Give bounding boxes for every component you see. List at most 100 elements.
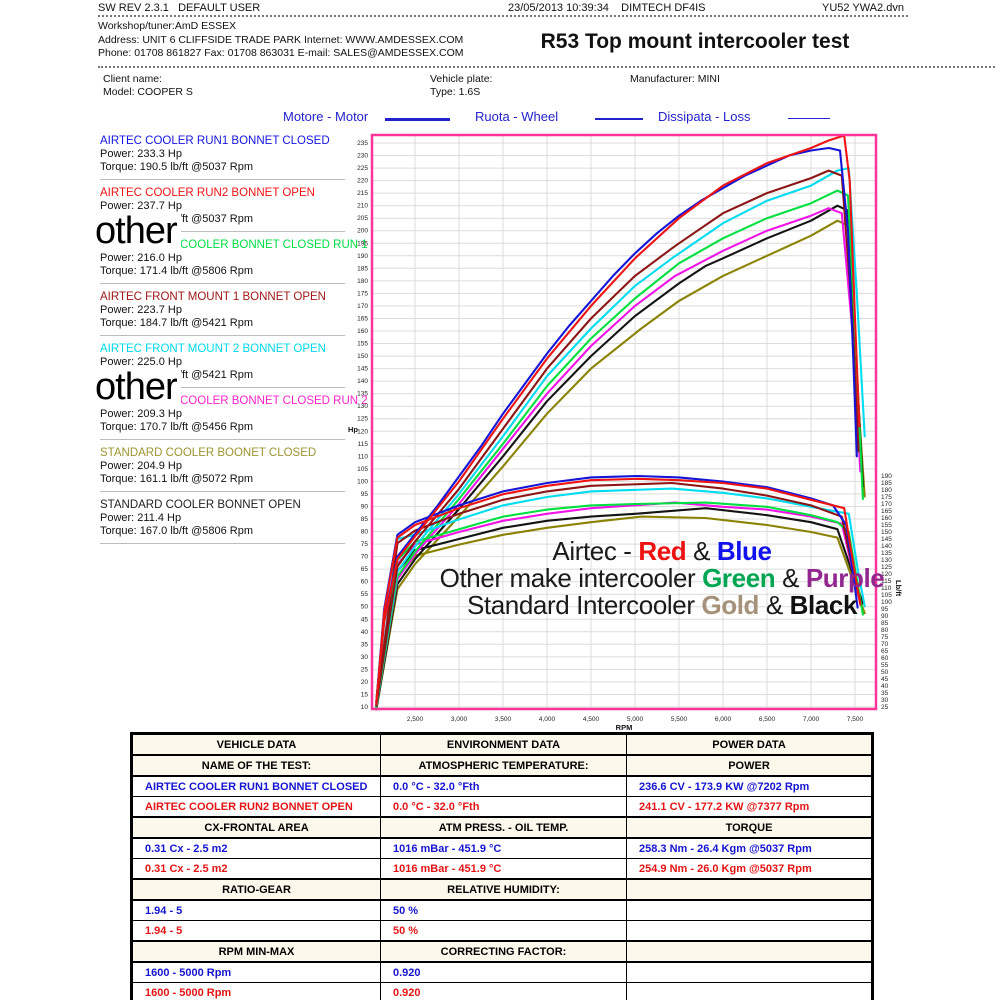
- table-cell: TORQUE: [626, 816, 873, 839]
- client-model: Model: COOPER S: [103, 85, 193, 98]
- run-separator: [100, 543, 345, 544]
- table-cell: RELATIVE HUMIDITY:: [380, 878, 627, 901]
- svg-text:75: 75: [881, 634, 889, 641]
- table-cell: 0.920: [380, 982, 627, 1000]
- table-row: RATIO-GEAR RELATIVE HUMIDITY:: [131, 878, 873, 901]
- manufacturer-label: Manufacturer: MINI: [630, 73, 720, 85]
- annotation-segment: Other make intercooler: [439, 563, 703, 593]
- svg-text:115: 115: [358, 441, 369, 448]
- page-title: R53 Top mount intercooler test: [540, 30, 850, 53]
- run-separator: [100, 335, 345, 336]
- annotation-segment: Standard Intercooler: [466, 590, 702, 620]
- svg-text:160: 160: [357, 328, 368, 335]
- svg-text:185: 185: [357, 265, 368, 272]
- table-row: NAME OF THE TEST: ATMOSPHERIC TEMPERATURE…: [131, 754, 873, 777]
- table-cell: 50 %: [380, 920, 627, 942]
- svg-text:145: 145: [881, 536, 892, 543]
- sw-rev-label: SW REV 2.3.1 DEFAULT USER: [98, 2, 260, 14]
- run-separator: [100, 179, 345, 180]
- device-value: DIMTECH DF4IS: [621, 2, 706, 14]
- svg-text:180: 180: [357, 278, 368, 285]
- annotation-segment: &: [686, 536, 717, 566]
- svg-text:205: 205: [357, 215, 368, 222]
- svg-text:40: 40: [361, 629, 369, 636]
- legend-loss-line: [788, 118, 830, 119]
- svg-text:25: 25: [361, 666, 369, 673]
- svg-text:155: 155: [357, 341, 368, 348]
- svg-text:140: 140: [881, 543, 892, 550]
- svg-text:95: 95: [361, 491, 369, 498]
- run-power: Power: 237.7 Hp: [100, 200, 182, 212]
- power-curve: [375, 207, 862, 709]
- redaction-overlay: other: [95, 212, 181, 250]
- svg-text:125: 125: [881, 564, 892, 571]
- run-power: Power: 225.0 Hp: [100, 356, 182, 368]
- table-row: AIRTEC COOLER RUN1 BONNET CLOSED 0.0 °C -…: [131, 775, 873, 797]
- run-result-3: other COOLER BONNET CLOSED RUN 1 Power: …: [95, 212, 368, 290]
- run-power: Power: 204.9 Hp: [100, 460, 182, 472]
- svg-text:45: 45: [361, 616, 369, 623]
- legend-motor-line: [385, 118, 450, 121]
- power-curve: [375, 167, 866, 706]
- svg-text:135: 135: [881, 550, 892, 557]
- table-cell: ENVIRONMENT DATA: [380, 732, 627, 756]
- table-row: RPM MIN-MAX CORRECTING FACTOR:: [131, 940, 873, 963]
- annotation-line: Other make intercooler Green & Purple: [428, 565, 896, 592]
- svg-text:75: 75: [361, 541, 369, 548]
- torque-curve: [375, 501, 864, 709]
- svg-text:65: 65: [361, 566, 369, 573]
- svg-text:100: 100: [881, 599, 892, 606]
- svg-text:235: 235: [357, 140, 368, 147]
- run-torque: Torque: 170.7 lb/ft @5456 Rpm: [100, 420, 254, 433]
- table-cell: [626, 982, 873, 1000]
- client-block: Client name: Model: COOPER S: [103, 73, 193, 98]
- svg-text:195: 195: [357, 240, 368, 247]
- workshop-address: Address: UNIT 6 CLIFFSIDE TRADE PARK Int…: [98, 33, 464, 46]
- table-cell: ATM PRESS. - OIL TEMP.: [380, 816, 627, 839]
- table-cell: 1600 - 5000 Rpm: [131, 961, 381, 983]
- svg-text:55: 55: [361, 591, 369, 598]
- svg-text:15: 15: [361, 692, 369, 699]
- table-cell: 1600 - 5000 Rpm: [131, 982, 381, 1000]
- vehicle-type: Type: 1.6S: [430, 85, 481, 98]
- svg-text:120: 120: [881, 571, 892, 578]
- annotation-line: Standard Intercooler Gold & Black: [428, 592, 896, 619]
- svg-text:230: 230: [357, 153, 368, 160]
- run-separator: [100, 387, 345, 388]
- table-cell: 258.3 Nm - 26.4 Kgm @5037 Rpm: [626, 837, 873, 859]
- table-cell: 0.0 °C - 32.0 °Fth: [380, 796, 627, 818]
- datetime-label: 23/05/2013 10:39:34 DIMTECH DF4IS: [508, 2, 706, 14]
- svg-text:45: 45: [881, 676, 889, 683]
- svg-text:105: 105: [357, 466, 368, 473]
- svg-text:50: 50: [881, 669, 889, 676]
- table-cell: AIRTEC COOLER RUN2 BONNET OPEN: [131, 796, 381, 818]
- run-result-7: STANDARD COOLER BOONET CLOSED Power: 204…: [100, 446, 352, 498]
- svg-text:4,000: 4,000: [539, 716, 556, 723]
- svg-text:3,500: 3,500: [495, 716, 512, 723]
- svg-text:95: 95: [881, 606, 889, 613]
- table-row: 1600 - 5000 Rpm 0.920: [131, 961, 873, 983]
- run-separator: [100, 439, 345, 440]
- power-curve: [375, 219, 866, 711]
- svg-text:165: 165: [357, 316, 368, 323]
- svg-text:25: 25: [881, 704, 889, 711]
- file-name: YU52 YWA2.dvn: [822, 2, 904, 14]
- run-torque: Torque: 190.5 lb/ft @5037 Rpm: [100, 160, 254, 173]
- svg-text:60: 60: [881, 655, 889, 662]
- table-cell: [626, 940, 873, 963]
- annotation-segment: Red: [638, 536, 687, 566]
- run-separator: [100, 491, 345, 492]
- annotation-segment: &: [775, 563, 806, 593]
- divider-workshop: [98, 66, 995, 68]
- run-power: Power: 209.3 Hp: [100, 408, 182, 420]
- svg-text:190: 190: [881, 473, 892, 480]
- run-title: STANDARD COOLER BOONET CLOSED: [100, 447, 317, 459]
- svg-text:85: 85: [361, 516, 369, 523]
- workshop-block: Workshop/tuner:AmD ESSEX Address: UNIT 6…: [98, 20, 464, 61]
- table-cell: NAME OF THE TEST:: [131, 754, 381, 777]
- run-power: Power: 233.3 Hp: [100, 148, 182, 160]
- run-result-1: AIRTEC COOLER RUN1 BONNET CLOSED Power: …: [100, 134, 352, 186]
- annotation-segment: Gold: [701, 590, 760, 620]
- table-row: VEHICLE DATA ENVIRONMENT DATA POWER DATA: [131, 732, 873, 756]
- workshop-tuner: Workshop/tuner:AmD ESSEX: [98, 20, 237, 32]
